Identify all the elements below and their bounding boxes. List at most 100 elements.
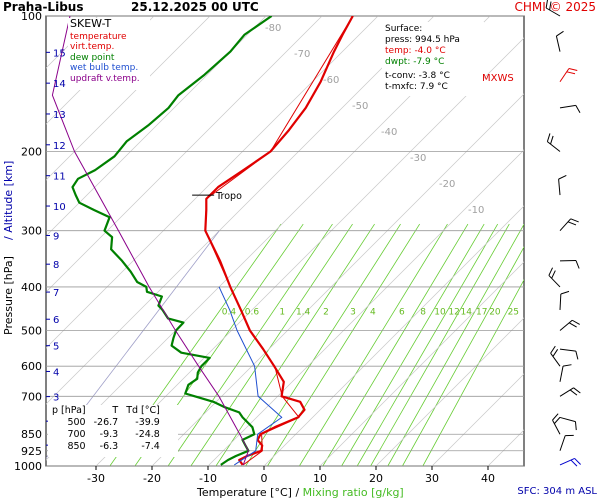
isotherm-label: -50 (352, 101, 368, 112)
datetime-title: 25.12.2025 00 UTC (131, 0, 259, 14)
wind-barb (559, 387, 581, 397)
altitude-label: 10 (53, 202, 66, 213)
table-cell: -9.3 (99, 429, 119, 440)
x-axis-title: Temperature [°C] / Mixing ratio [g/kg] (197, 486, 404, 499)
table-cell: 500 (67, 417, 86, 428)
wind-barb (559, 260, 580, 269)
table-row: 700 -9.3 -24.8 (48, 429, 164, 441)
barb-staff (559, 416, 576, 423)
mixing-ratio-label: 14 (461, 307, 473, 317)
isotherm-line (319, 261, 524, 466)
altitude-label: 11 (53, 172, 66, 183)
table-cell: 850 (67, 441, 86, 452)
barb-staff (559, 68, 570, 83)
table-cell: 700 (67, 429, 86, 440)
mixing-ratio-line (190, 223, 353, 466)
barb-flag (569, 389, 578, 396)
altitude-label: 3 (53, 393, 59, 404)
barb-flag (572, 319, 580, 325)
wind-barb (548, 267, 561, 288)
series-dew-point (71, 16, 273, 466)
mixing-ratio-line (370, 223, 510, 466)
mixing-ratio-line (215, 223, 375, 466)
barb-staff (559, 218, 572, 232)
wind-barb (552, 413, 561, 435)
level-table: p [hPa] T Td [°C] 500 -26.7 -39.9 700 -9… (48, 405, 178, 457)
barb-flag (574, 458, 581, 465)
wind-barb (559, 104, 581, 114)
mixing-ratio-label: 6 (399, 307, 405, 317)
isotherm-line (46, 16, 379, 349)
barb-flag (575, 105, 581, 114)
x-tick-label: 30 (425, 472, 439, 485)
wind-barb (559, 348, 579, 360)
mixing-ratio-line (422, 279, 524, 466)
table-header: T (112, 405, 119, 416)
barb-flag (573, 387, 581, 394)
mixing-ratio-label: 10 (434, 307, 446, 317)
altitude-label: 12 (53, 141, 66, 152)
legend-box: SKEW-T temperature virt.temp. dew point wet… (68, 18, 150, 90)
mixing-ratio-label: 4 (370, 307, 376, 317)
mixing-ratio-label: 20 (489, 307, 501, 317)
isotherm-label: -10 (468, 205, 484, 216)
x-axis-temp-label: Temperature [°C] (197, 486, 292, 499)
mixing-ratio-label: 8 (420, 307, 426, 317)
barb-flag (558, 174, 567, 180)
altitude-label: 4 (53, 367, 59, 378)
barb-flag (550, 345, 556, 354)
table-cell: -7.4 (141, 441, 160, 452)
altitude-label: 5 (53, 342, 59, 353)
surface-box: Surface: press: 994.5 hPa temp: -4.0 °C … (382, 22, 484, 96)
wind-barbs (545, 0, 581, 467)
barb-flag (560, 290, 570, 295)
legend-item: wet bulb temp. (70, 63, 139, 73)
wind-barb (558, 174, 567, 196)
axis-labels: 1002003004005006007008509251000-80-70-60… (2, 10, 519, 485)
altitude-label: 14 (53, 79, 66, 90)
barb-staff (559, 293, 562, 310)
tropopause-label: Tropo (215, 191, 242, 202)
barb-staff (547, 141, 561, 152)
x-tick-label: -30 (87, 472, 105, 485)
barb-staff (559, 366, 564, 382)
series-virt-temp (204, 16, 354, 466)
pressure-tick: 700 (21, 390, 42, 403)
isotherm-line (151, 93, 524, 466)
barb-flag (548, 267, 554, 276)
barb-staff (559, 319, 573, 331)
barb-staff (559, 387, 574, 397)
barb-staff (559, 104, 576, 109)
barb-flag (565, 434, 574, 437)
altitude-label: 15 (53, 48, 66, 59)
surface-title: Surface: (385, 24, 423, 34)
wind-barb (555, 30, 564, 52)
mixing-ratio-line (167, 223, 333, 466)
legend-item: temperature (70, 31, 127, 42)
barb-staff (552, 419, 561, 435)
barb-staff (558, 179, 561, 196)
wind-barb (559, 68, 578, 83)
barb-flag (574, 421, 577, 431)
mixing-ratio-line (322, 223, 469, 466)
credit-label: CHMI © 2025 (514, 0, 596, 14)
mixing-ratio-line (387, 223, 524, 466)
mixing-ratio-label: 2 (323, 307, 329, 317)
barb-staff (548, 275, 561, 288)
mixing-ratio-line (341, 223, 485, 466)
table-cell: -6.3 (99, 441, 119, 452)
barb-flag (556, 30, 564, 37)
isotherm-label: -40 (381, 127, 397, 138)
surface-tmxfc: t-mxfc: 7.9 °C (385, 82, 448, 92)
wind-barb (546, 133, 561, 152)
mixing-ratio-label: 0.6 (245, 307, 260, 317)
mixing-ratio-label: 1.4 (296, 307, 311, 317)
isotherm-label: -80 (265, 23, 281, 34)
barb-flag (566, 71, 576, 75)
x-axis-sep: / (295, 486, 300, 499)
pressure-tick: 100 (21, 10, 42, 23)
x-tick-label: -20 (143, 472, 161, 485)
mixing-ratio-label: 17 (476, 307, 487, 317)
mixing-ratio-line (299, 223, 448, 466)
altitude-label: 8 (53, 260, 59, 271)
